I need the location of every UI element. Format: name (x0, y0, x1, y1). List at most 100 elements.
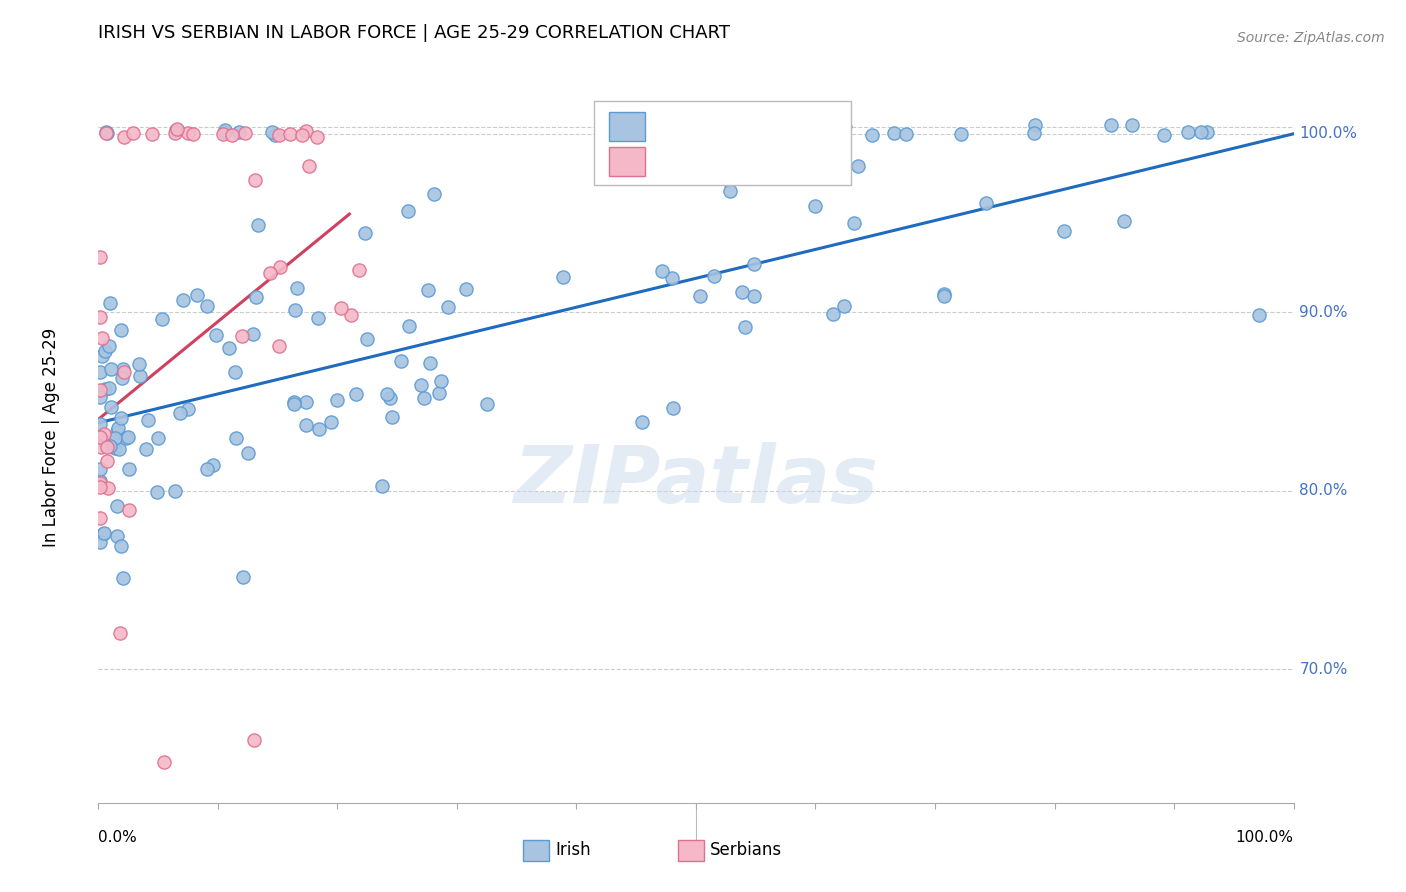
Point (96, 126, 118, 140)
Text: 0.0%: 0.0% (98, 830, 138, 845)
Point (107, 442, 129, 457)
Point (115, 431, 138, 445)
Point (423, 187, 446, 202)
Point (319, 415, 342, 429)
Point (742, 257, 765, 271)
Point (107, 529, 129, 543)
Point (375, 386, 398, 401)
Point (110, 539, 132, 553)
Point (94, 434, 117, 448)
Point (353, 226, 375, 240)
Point (236, 446, 259, 460)
Text: 0.483: 0.483 (710, 119, 761, 134)
Point (1121, 118, 1143, 132)
Point (91, 433, 114, 447)
Point (163, 126, 186, 140)
Point (294, 395, 316, 409)
Point (427, 385, 450, 400)
Point (278, 127, 301, 141)
Text: In Labor Force | Age 25-29: In Labor Force | Age 25-29 (42, 327, 59, 547)
Point (136, 413, 159, 427)
Text: 136: 136 (820, 119, 853, 134)
Point (107, 421, 129, 435)
Point (128, 358, 150, 372)
FancyBboxPatch shape (678, 840, 704, 861)
Point (89, 475, 111, 490)
Point (974, 196, 997, 211)
Point (89, 310, 111, 324)
Text: 70.0%: 70.0% (1299, 662, 1348, 676)
Point (98, 439, 121, 453)
Point (218, 341, 240, 355)
Point (233, 126, 256, 140)
Point (108, 626, 131, 640)
Point (214, 125, 236, 139)
Point (94, 125, 117, 139)
Point (734, 319, 756, 334)
Point (409, 378, 432, 392)
Point (145, 485, 167, 500)
Point (96, 126, 118, 140)
Point (295, 124, 318, 138)
Point (242, 326, 264, 341)
Point (842, 216, 865, 230)
Point (107, 425, 129, 439)
Point (381, 410, 404, 425)
Point (89, 250, 111, 264)
Point (89, 511, 111, 525)
Point (347, 263, 370, 277)
Point (950, 128, 973, 142)
Point (243, 733, 266, 747)
Point (129, 369, 152, 384)
Point (267, 128, 290, 142)
Point (661, 401, 683, 416)
Point (98, 338, 121, 352)
Point (89, 365, 111, 379)
Point (932, 289, 955, 303)
Point (166, 121, 188, 136)
Point (330, 301, 353, 315)
Point (419, 356, 441, 370)
Point (112, 362, 135, 376)
Point (89, 390, 111, 404)
Point (291, 128, 314, 142)
Point (934, 287, 956, 301)
Point (89, 417, 111, 431)
Point (308, 422, 330, 436)
Point (245, 290, 267, 304)
Text: 43: 43 (820, 155, 848, 170)
Point (112, 130, 135, 145)
Point (413, 391, 436, 405)
FancyBboxPatch shape (595, 101, 852, 185)
Point (731, 285, 754, 299)
Point (97, 481, 120, 495)
Text: 100.0%: 100.0% (1236, 830, 1294, 845)
Point (150, 312, 173, 326)
Point (177, 402, 200, 417)
Point (105, 499, 128, 513)
Point (1153, 128, 1175, 142)
Point (260, 125, 283, 139)
FancyBboxPatch shape (609, 112, 644, 141)
Point (89, 430, 111, 444)
Text: N =: N = (772, 119, 808, 134)
Point (339, 308, 361, 322)
Point (104, 441, 127, 455)
Point (232, 569, 254, 583)
Point (1022, 126, 1045, 140)
Point (269, 260, 291, 274)
Point (730, 126, 752, 140)
Point (284, 303, 307, 318)
Point (94, 382, 117, 396)
Point (834, 299, 856, 313)
Point (283, 395, 305, 409)
Point (89, 535, 111, 549)
FancyBboxPatch shape (609, 146, 644, 176)
Point (860, 128, 883, 142)
Point (112, 365, 135, 379)
Point (1052, 223, 1074, 237)
Point (846, 159, 869, 173)
Point (344, 387, 367, 401)
Point (807, 125, 830, 139)
Point (165, 123, 187, 137)
